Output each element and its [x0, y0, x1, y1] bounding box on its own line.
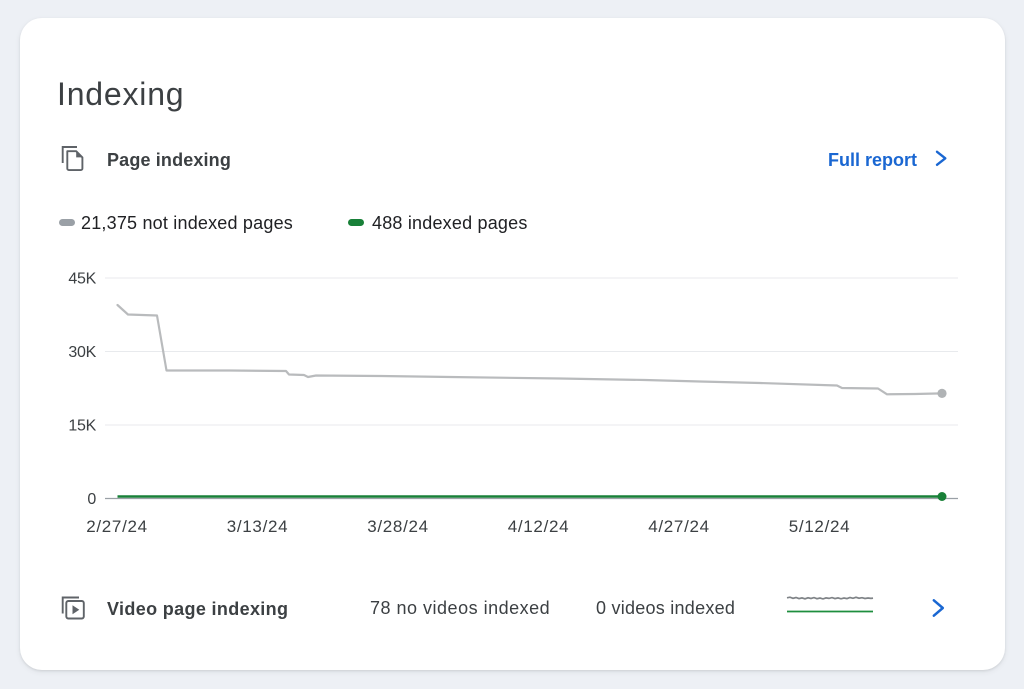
svg-text:30K: 30K	[68, 344, 96, 361]
svg-text:3/13/24: 3/13/24	[227, 517, 289, 536]
svg-text:15K: 15K	[68, 418, 96, 435]
svg-text:2/27/24: 2/27/24	[86, 517, 148, 536]
svg-text:4/12/24: 4/12/24	[508, 517, 570, 536]
svg-text:0: 0	[87, 491, 96, 508]
svg-text:45K: 45K	[68, 271, 96, 288]
svg-text:5/12/24: 5/12/24	[789, 517, 851, 536]
svg-text:3/28/24: 3/28/24	[367, 517, 429, 536]
svg-text:4/27/24: 4/27/24	[648, 517, 710, 536]
